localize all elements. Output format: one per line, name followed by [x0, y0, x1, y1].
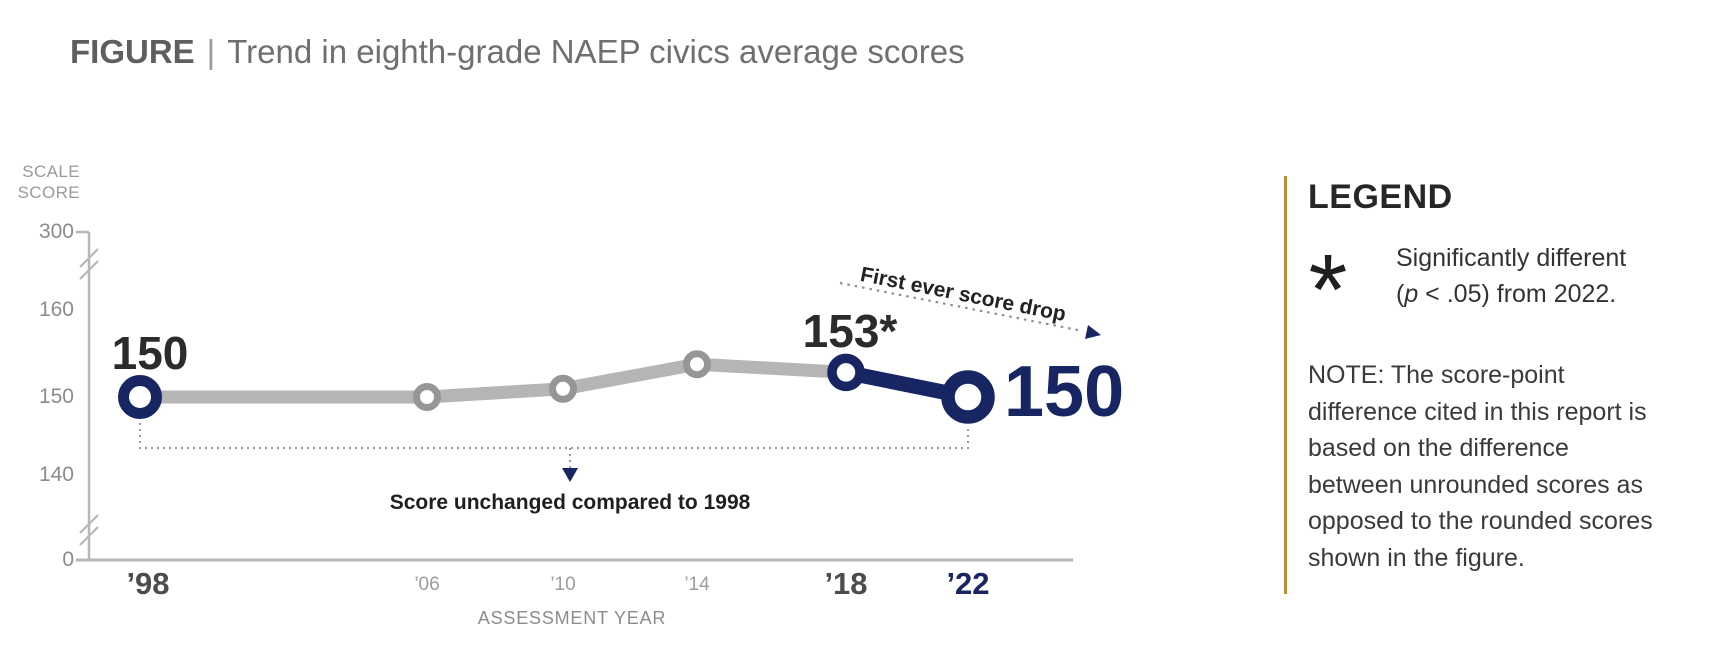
y-axis-label: SCALE SCORE [0, 161, 80, 203]
axis-break-mark-top [79, 248, 99, 268]
legend-accent-bar [1284, 176, 1287, 594]
y-tick-160: 160 [38, 298, 74, 321]
x-tick-2018: ’18 [824, 566, 868, 601]
data-point-2018 [827, 353, 865, 392]
y-tick-140: 140 [38, 463, 74, 486]
note-line: based on the difference [1308, 434, 1569, 462]
figure-title-text: Trend in eighth-grade NAEP civics averag… [227, 33, 965, 70]
sig-p-italic: p [1404, 280, 1419, 308]
point-label-2018: 153* [802, 305, 898, 357]
x-tick-2006: ’06 [414, 574, 440, 595]
figure-title-divider: | [206, 33, 216, 70]
data-point-2022 [941, 370, 995, 424]
right-arrowhead [1085, 325, 1101, 339]
x-tick-2022: ’22 [946, 566, 990, 601]
series-line-historic [133, 357, 853, 404]
sig-paren: ( [1396, 280, 1405, 308]
legend-heading: LEGEND [1308, 178, 1453, 216]
sig-rest: < .05) from 2022. [1418, 280, 1617, 308]
note-line: between unrounded scores as [1308, 470, 1643, 499]
down-arrowhead [562, 468, 578, 482]
axis-break-mark-bottom [79, 514, 99, 534]
dotted-comparison-bracket [139, 423, 969, 449]
y-tick-0: 0 [62, 548, 74, 571]
note-line: shown in the figure. [1308, 543, 1525, 572]
legend-note: NOTE: The score-point difference cited i… [1308, 357, 1653, 576]
x-tick-1998: ’98 [126, 566, 170, 601]
legend-significance-line1: Significantly different [1396, 244, 1627, 272]
axis-break-mark-bottom [79, 526, 99, 546]
note-line: opposed to the rounded scores [1308, 507, 1653, 535]
point-label-2022: 150 [1004, 352, 1125, 432]
x-axis-label: ASSESSMENT YEAR [477, 608, 667, 628]
data-point-2014 [683, 350, 711, 379]
data-point-2006 [413, 383, 441, 411]
axis-break-mark-top [79, 260, 99, 280]
note-line: NOTE: The score-point [1308, 361, 1565, 389]
y-tick-300: 300 [38, 220, 74, 243]
y-axis-label-line2: SCORE [17, 183, 80, 202]
figure-title: FIGURE | Trend in eighth-grade NAEP civics… [70, 33, 965, 71]
annotation-score-unchanged: Score unchanged compared to 1998 [389, 491, 751, 514]
data-point-2010 [549, 374, 577, 403]
y-tick-150: 150 [38, 385, 74, 408]
note-line: difference cited in this report is [1308, 397, 1647, 426]
point-label-1998: 150 [111, 327, 189, 379]
y-axis-label-line1: SCALE [22, 162, 80, 181]
data-point-1998 [118, 375, 162, 419]
legend-significance-text: Significantly different (p < .05) from 2… [1396, 240, 1626, 312]
asterisk-symbol: * [1308, 234, 1348, 346]
figure-title-prefix: FIGURE [70, 33, 195, 70]
legend-significance-line2: (p < .05) from 2022. [1396, 276, 1626, 312]
x-tick-2010: ’10 [550, 574, 576, 595]
x-tick-2014: ’14 [684, 574, 710, 595]
